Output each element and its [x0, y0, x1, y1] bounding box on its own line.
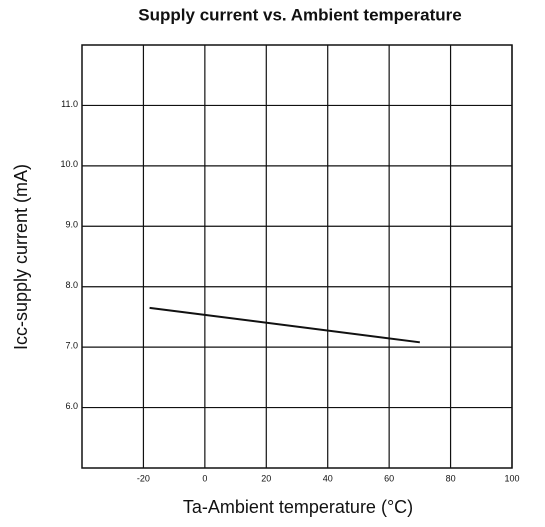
x-tick-label: 60 [384, 473, 394, 483]
x-tick-label: 100 [504, 473, 519, 483]
x-tick-label: 0 [202, 473, 207, 483]
x-tick-label: -20 [137, 473, 150, 483]
x-tick-label: 20 [261, 473, 271, 483]
y-tick-label: 11.0 [61, 99, 78, 109]
data-line [149, 306, 420, 344]
y-tick-label: 8.0 [65, 280, 78, 290]
y-tick-label: 7.0 [65, 341, 78, 351]
chart-title: Supply current vs. Ambient temperature [138, 5, 461, 24]
x-axis-label: Ta-Ambient temperature (°C) [183, 497, 413, 517]
y-tick-label: 10.0 [60, 159, 78, 169]
y-tick-label: 9.0 [65, 220, 78, 230]
x-tick-label: 40 [323, 473, 333, 483]
plot-frame [81, 44, 513, 469]
y-axis-label: Icc-supply current (mA) [11, 164, 31, 350]
x-tick-label: 80 [446, 473, 456, 483]
y-tick-label: 6.0 [65, 401, 78, 411]
